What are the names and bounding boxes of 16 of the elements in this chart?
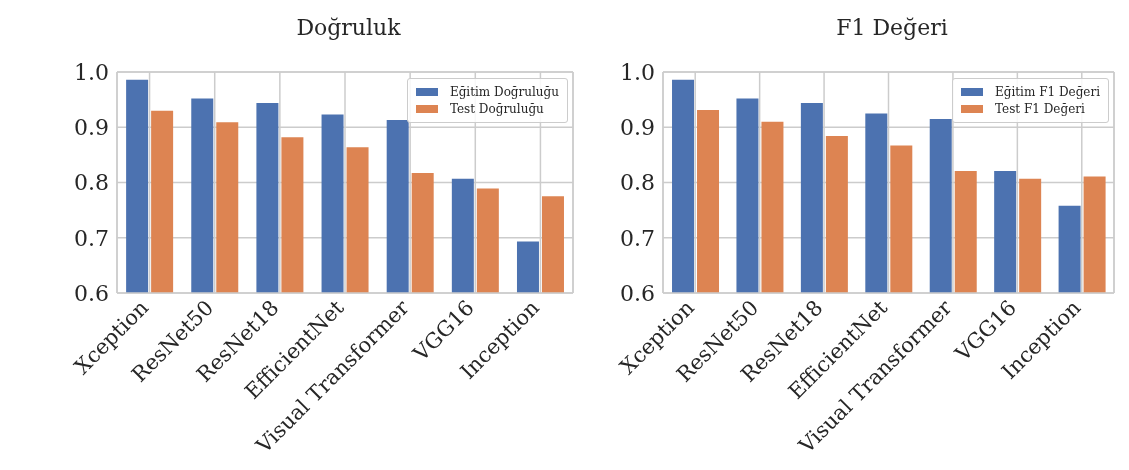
legend-label: Eğitim F1 Değeri: [995, 85, 1100, 99]
y-tick-label: 0.9: [74, 115, 109, 141]
y-tick-label: 0.7: [74, 225, 109, 251]
chart-title: Doğruluk: [295, 14, 402, 42]
legend-label: Test Doğruluğu: [449, 102, 544, 116]
y-tick-label: 0.8: [620, 170, 655, 196]
y-tick-label: 0.6: [620, 280, 655, 306]
y-tick-label: 0.7: [620, 225, 655, 251]
y-tick-label: 0.9: [620, 115, 655, 141]
y-tick-label: 1.0: [74, 59, 109, 85]
y-tick-label: 1.0: [620, 59, 655, 85]
y-tick-label: 0.8: [74, 170, 109, 196]
y-tick-label: 0.6: [74, 280, 109, 306]
legend-label: Test F1 Değeri: [995, 102, 1085, 116]
legend-label: Eğitim Doğruluğu: [449, 85, 559, 99]
chart-title: F1 Değeri: [835, 14, 949, 42]
